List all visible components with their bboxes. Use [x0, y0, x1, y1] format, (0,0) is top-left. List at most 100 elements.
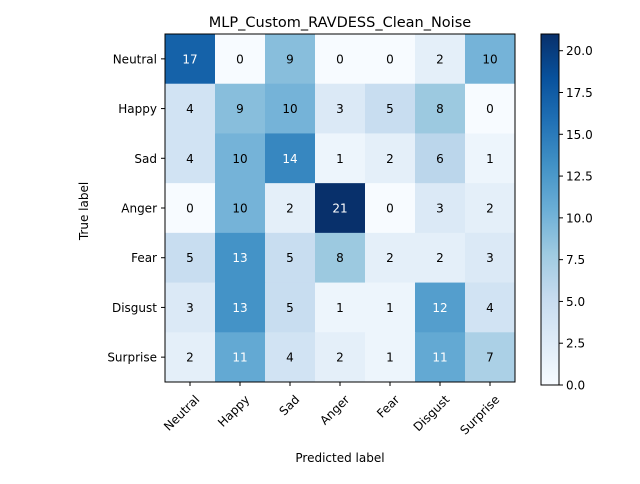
heatmap-cell: [415, 332, 466, 383]
y-tick-label: Sad: [134, 152, 157, 166]
heatmap-cell: [415, 232, 466, 284]
cell-value-label: 1: [336, 301, 344, 315]
heatmap-cell: [415, 34, 466, 85]
cell-value-label: 10: [282, 102, 297, 116]
heatmap-cell: [415, 133, 466, 184]
cell-value-label: 17: [182, 52, 197, 66]
cell-value-label: 1: [386, 351, 394, 365]
colorbar-ticks: 0.0 2.5 5.0 7.5 10.0 12.5 15.0 17.5 20.0: [559, 44, 593, 393]
heatmap-cell: [315, 34, 366, 85]
colorbar-tick-label: 0.0: [566, 379, 585, 393]
heatmap-cell: [415, 183, 466, 234]
y-tick-label: Anger: [121, 202, 157, 216]
cell-value-label: 6: [436, 152, 444, 166]
cell-value-label: 10: [232, 202, 247, 216]
y-axis-label: True label: [77, 182, 91, 241]
heatmap-cell: [165, 34, 216, 85]
cell-value-label: 4: [486, 301, 494, 315]
heatmap-cell: [465, 133, 516, 184]
cell-value-label: 2: [286, 202, 294, 216]
heatmap-cell: [215, 83, 266, 134]
heatmap-cell: [165, 83, 216, 134]
colorbar-tick-label: 20.0: [566, 44, 593, 58]
x-tick-label: Disgust: [411, 392, 453, 434]
x-tick-label: Sad: [276, 392, 302, 418]
heatmap-cell: [365, 34, 416, 85]
colorbar-tick-label: 5.0: [566, 295, 585, 309]
cell-value-label: 5: [186, 251, 194, 265]
cell-value-label: 14: [282, 152, 297, 166]
y-tick-label: Disgust: [112, 301, 157, 315]
heatmap-cell: [265, 232, 316, 284]
heatmap-cell: [165, 282, 216, 333]
heatmap-cell: [265, 183, 316, 234]
heatmap-cell: [315, 332, 366, 383]
cell-value-label: 8: [336, 251, 344, 265]
cell-value-label: 13: [232, 301, 247, 315]
x-tick-label: Surprise: [457, 392, 502, 437]
heatmap-cell: [365, 133, 416, 184]
y-axis-ticks: Neutral Happy Sad Anger Fear Disgust Surprise: [107, 52, 165, 365]
cell-value-label: 2: [486, 202, 494, 216]
cell-value-label: 21: [332, 202, 347, 216]
cell-value-label: 3: [336, 102, 344, 116]
heatmap-cell: [265, 133, 316, 184]
heatmap-cell: [165, 183, 216, 234]
x-tick-label: Anger: [317, 392, 352, 427]
cell-value-label: 2: [186, 351, 194, 365]
cell-value-label: 4: [286, 351, 294, 365]
cell-value-label: 11: [232, 351, 247, 365]
x-tick-label: Happy: [215, 392, 252, 429]
chart-title: MLP_Custom_RAVDESS_Clean_Noise: [209, 15, 471, 31]
y-tick-label: Neutral: [113, 52, 157, 66]
heatmap-cell: [265, 34, 316, 85]
heatmap-cell: [315, 83, 366, 134]
heatmap-cell: [265, 332, 316, 383]
colorbar-tick-label: 7.5: [566, 253, 585, 267]
heatmap-cell: [215, 282, 266, 333]
heatmap-cell: [365, 232, 416, 284]
cell-value-label: 13: [232, 251, 247, 265]
cell-value-label: 3: [186, 301, 194, 315]
heatmap-cell: [215, 332, 266, 383]
cell-value-label: 2: [336, 351, 344, 365]
heatmap-cell: [365, 183, 416, 234]
heatmap-cell: [365, 332, 416, 383]
colorbar-frame: [540, 33, 560, 386]
heatmap-cell: [315, 183, 366, 234]
cell-value-label: 10: [482, 52, 497, 66]
y-tick-label: Happy: [118, 102, 157, 116]
cell-value-label: 7: [486, 351, 494, 365]
heatmap-cell: [165, 232, 216, 284]
colorbar-tick-label: 12.5: [566, 170, 593, 184]
cell-value-label: 4: [186, 102, 194, 116]
cell-value-label: 9: [236, 102, 244, 116]
cell-value-label: 0: [386, 52, 394, 66]
heatmap-cell: [215, 232, 266, 284]
heatmap-cell: [365, 83, 416, 134]
cell-value-label: 10: [232, 152, 247, 166]
cell-value-label: 12: [432, 301, 447, 315]
heatmap-cell-labels: 17 0 9 0 0 2 104 9 10 3 5 8 04 10 14 1 2 6 10 10 2 21 0 3 25 13 5 8…: [182, 52, 497, 364]
heatmap-cell: [265, 282, 316, 333]
y-tick-label: Surprise: [107, 351, 157, 365]
cell-value-label: 2: [386, 152, 394, 166]
heatmap-cell: [315, 232, 366, 284]
cell-value-label: 11: [432, 351, 447, 365]
x-tick-label: Neutral: [161, 392, 202, 433]
cell-value-label: 3: [486, 251, 494, 265]
heatmap-cell: [465, 183, 516, 234]
colorbar-tick-label: 15.0: [566, 128, 593, 142]
cell-value-label: 0: [236, 52, 244, 66]
cell-value-label: 2: [436, 251, 444, 265]
y-tick-label: Fear: [131, 251, 157, 265]
heatmap-cell: [465, 332, 516, 383]
x-axis-label: Predicted label: [295, 451, 384, 465]
colorbar: [541, 34, 559, 385]
cell-value-label: 0: [486, 102, 494, 116]
cell-value-label: 0: [186, 202, 194, 216]
cell-value-label: 1: [486, 152, 494, 166]
heatmap-cell: [415, 282, 466, 333]
cell-value-label: 5: [386, 102, 394, 116]
